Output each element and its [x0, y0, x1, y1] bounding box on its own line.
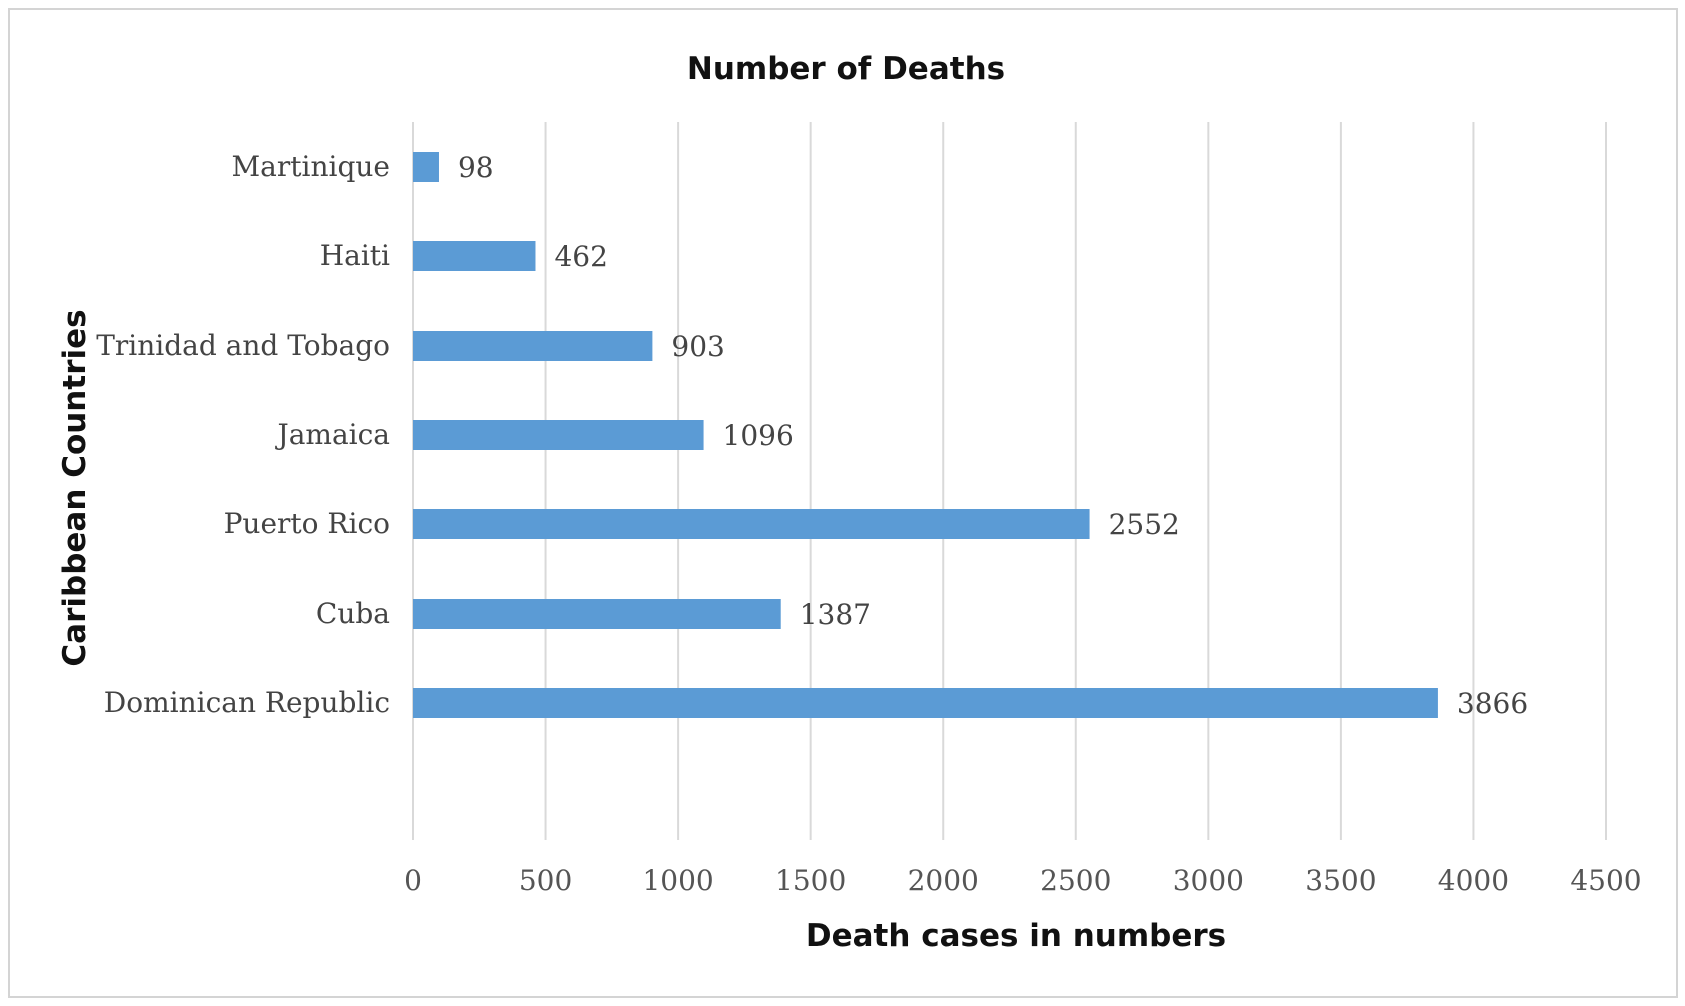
x-tick-label: 3500 — [1305, 864, 1376, 897]
x-tick-label: 1000 — [642, 864, 713, 897]
x-tick-label: 500 — [519, 864, 572, 897]
x-tick-label: 0 — [404, 864, 422, 897]
gridlines — [412, 122, 1607, 840]
x-axis-title: Death cases in numbers — [806, 918, 1226, 954]
category-label: Haiti — [320, 239, 390, 272]
category-label: Cuba — [316, 597, 390, 630]
data-label: 903 — [671, 330, 724, 363]
data-label: 1387 — [800, 598, 871, 631]
bars — [413, 152, 1438, 718]
x-tick-label: 4000 — [1438, 864, 1509, 897]
data-labels: 98 462 903 1096 2552 1387 3866 — [458, 151, 1528, 720]
chart-title: Number of Deaths — [687, 51, 1005, 87]
data-label: 3866 — [1457, 687, 1528, 720]
category-label: Puerto Rico — [224, 507, 390, 540]
category-labels: Martinique Haiti Trinidad and Tobago Jamaic… — [96, 150, 390, 719]
x-tick-label: 2000 — [908, 864, 979, 897]
chart-frame: Number of Deaths 98 462 903 1096 2552 1387 386… — [8, 8, 1678, 998]
bar — [413, 688, 1438, 718]
y-axis-title: Caribbean Countries — [57, 309, 93, 666]
bar-chart: Number of Deaths 98 462 903 1096 2552 1387 386… — [57, 51, 1642, 954]
x-tick-labels: 0 500 1000 1500 2000 2500 3000 3500 4000 4500 — [404, 864, 1642, 897]
bar — [413, 509, 1090, 539]
bar — [413, 152, 439, 182]
bar — [413, 331, 653, 361]
bar — [413, 241, 536, 271]
x-tick-label: 1500 — [775, 864, 846, 897]
bar — [413, 420, 704, 450]
bar — [413, 599, 781, 629]
x-tick-label: 3000 — [1173, 864, 1244, 897]
x-tick-label: 4500 — [1570, 864, 1641, 897]
data-label: 2552 — [1109, 508, 1180, 541]
category-label: Dominican Republic — [104, 686, 390, 719]
data-label: 98 — [458, 151, 494, 184]
category-label: Martinique — [232, 150, 390, 183]
data-label: 1096 — [723, 419, 794, 452]
data-label: 462 — [554, 240, 607, 273]
x-tick-label: 2500 — [1040, 864, 1111, 897]
category-label: Jamaica — [275, 418, 391, 451]
category-label: Trinidad and Tobago — [96, 329, 390, 362]
